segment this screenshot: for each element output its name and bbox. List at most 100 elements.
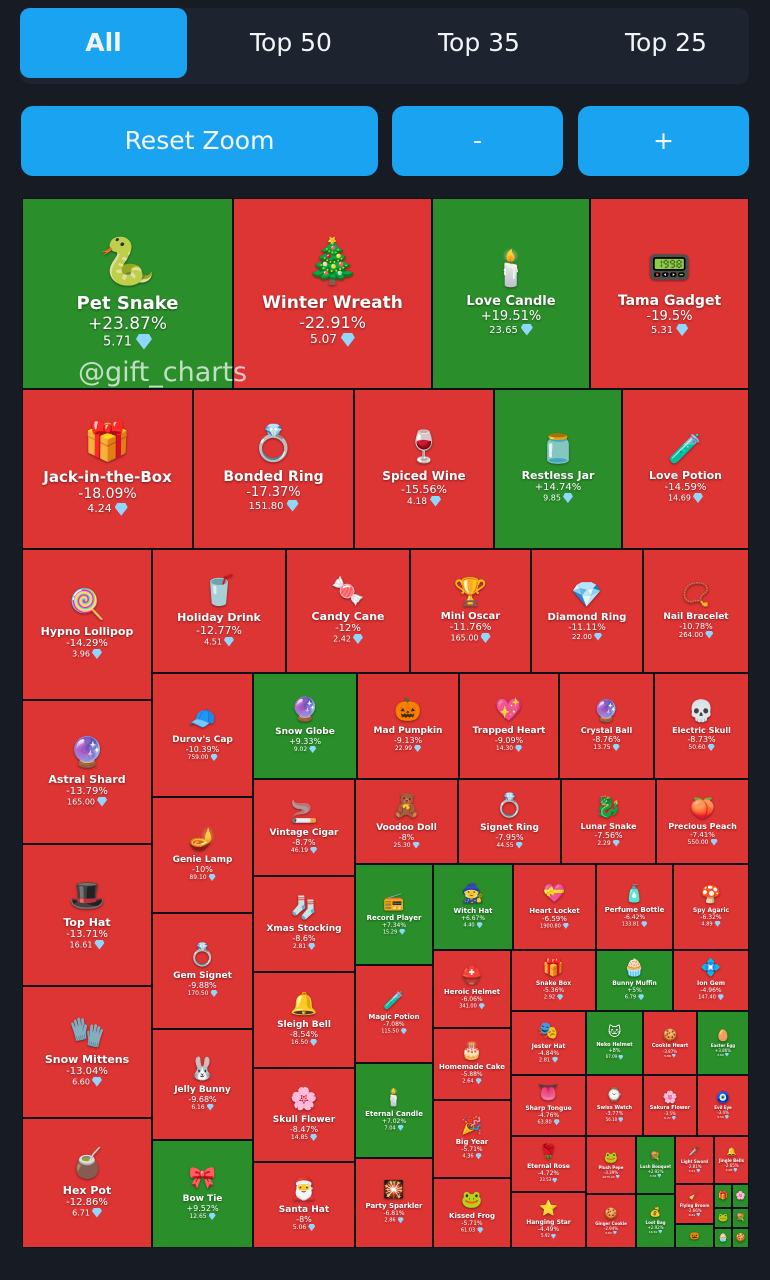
zoom-in-button[interactable]: + [578, 106, 749, 176]
tile-witch-hat[interactable]: 🧙 Witch Hat +6.67% 4.40 [433, 864, 513, 950]
gift-name: Jack-in-the-Box [43, 468, 172, 487]
tile-spiced-wine[interactable]: 🍷 Spiced Wine -15.56% 4.18 [354, 389, 494, 549]
tile-lunar-snake[interactable]: 🐉 Lunar Snake -7.56% 2.29 [561, 779, 656, 864]
tile-ion-gem[interactable]: 💠 Ion Gem -4.96% 147.40 [673, 950, 749, 1011]
tile-spy-agaric[interactable]: 🍄 Spy Agaric -6.32% 4.89 [673, 864, 749, 950]
tile-sleigh-bell[interactable]: 🔔 Sleigh Bell -8.54% 16.50 [253, 972, 355, 1068]
tile-jester-hat[interactable]: 🎭 Jester Hat -4.84% 2.81 [511, 1011, 586, 1075]
price-value: 4.51 [204, 637, 222, 646]
tile-durov-s-cap[interactable]: 🧢 Durov's Cap -10.39% 759.00 [152, 673, 253, 797]
tile-big-year[interactable]: 🎉 Big Year -5.71% 4.36 [433, 1100, 511, 1178]
tile-precious-peach[interactable]: 🍑 Precious Peach -7.41% 550.00 [656, 779, 749, 864]
tile-diamond-ring[interactable]: 💎 Diamond Ring -11.11% 22.00 [531, 549, 643, 673]
tile-eternal-rose[interactable]: 🌹 Eternal Rose -4.72% 23.53 [511, 1136, 586, 1192]
tile-heroic-helmet[interactable]: ⛑️ Heroic Helmet -6.06% 341.00 [433, 950, 511, 1028]
tile-heart-locket[interactable]: 💝 Heart Locket -6.59% 1900.80 [513, 864, 596, 950]
tile-love-candle[interactable]: 🕯️ Love Candle +19.51% 23.65 [432, 198, 590, 389]
tile-lush-bouquet[interactable]: 💐 Lush Bouquet +2.92% 3.58 [636, 1136, 675, 1194]
tile-nail-bracelet[interactable]: 📿 Nail Bracelet -10.78% 264.00 [643, 549, 749, 673]
tile-electric-skull[interactable]: 💀 Electric Skull -8.73% 50.60 [654, 673, 749, 779]
tile-small-75[interactable]: 🧁 [714, 1228, 732, 1248]
tile-top-hat[interactable]: 🎩 Top Hat -13.71% 16.61 [22, 844, 152, 986]
tile-small-73[interactable]: 🐸 [714, 1208, 732, 1228]
tab-top-25[interactable]: Top 25 [625, 28, 707, 57]
tab-top-35[interactable]: Top 35 [438, 28, 520, 57]
tile-pet-snake[interactable]: 🐍 Pet Snake +23.87% 5.71 [22, 198, 233, 389]
tile-genie-lamp[interactable]: 🪔 Genie Lamp -10% 89.10 [152, 797, 253, 913]
tile-small-74[interactable]: 💐 [732, 1208, 749, 1228]
gift-treemap[interactable]: 🐍 Pet Snake +23.87% 5.71 🎄 Winter Wreath -22.9… [22, 198, 749, 1248]
tile-sakura-flower[interactable]: 🌸 Sakura Flower -3.5% 6.27 [643, 1075, 697, 1136]
tile-ginger-cookie[interactable]: 🍪 Ginger Cookie -2.94% 3.63 [586, 1194, 636, 1248]
tile-jack-in-the-box[interactable]: 🎁 Jack-in-the-Box -18.09% 4.24 [22, 389, 193, 549]
tile-gem-signet[interactable]: 💍 Gem Signet -9.88% 170.50 [152, 913, 253, 1029]
tile-mini-oscar[interactable]: 🏆 Mini Oscar -11.76% 165.00 [410, 549, 531, 673]
tile-astral-shard[interactable]: 🔮 Astral Shard -13.79% 165.00 [22, 700, 152, 844]
gift-price: 50.60 [688, 744, 715, 751]
tile-plush-pepe[interactable]: 🐸 Plush Pepe -3.39% 4675.00 [586, 1136, 636, 1194]
tile-jelly-bunny[interactable]: 🐰 Jelly Bunny -9.68% 6.16 [152, 1029, 253, 1140]
tile-hanging-star[interactable]: ⭐ Hanging Star -4.49% 5.92 [511, 1192, 586, 1248]
gift-name: Ion Gem [697, 980, 725, 988]
tile-restless-jar[interactable]: 🫙 Restless Jar +14.74% 9.85 [494, 389, 622, 549]
tile-party-sparkler[interactable]: 🎇 Party Sparkler -6.81% 2.86 [355, 1158, 433, 1248]
tile-tama-gadget[interactable]: 📟 Tama Gadget -19.5% 5.31 [590, 198, 749, 389]
tile-bonded-ring[interactable]: 💍 Bonded Ring -17.37% 151.80 [193, 389, 354, 549]
tile-light-sword[interactable]: 🗡️ Light Sword -2.81% 3.51 [675, 1136, 714, 1184]
tile-small-72[interactable]: 🌸 [732, 1184, 749, 1208]
gift-name: Crystal Ball [580, 726, 633, 735]
tile-bow-tie[interactable]: 🎀 Bow Tie +9.52% 12.65 [152, 1140, 253, 1248]
reset-zoom-button[interactable]: Reset Zoom [21, 106, 378, 176]
tile-vintage-cigar[interactable]: 🚬 Vintage Cigar -8.7% 46.19 [253, 779, 355, 876]
gift-price: 165.00 [67, 796, 107, 807]
tile-hex-pot[interactable]: 🧉 Hex Pot -12.86% 6.71 [22, 1118, 152, 1248]
tile-easter-egg[interactable]: 🥚 Easter Egg +3.86% 3.60 [697, 1011, 749, 1075]
tile-flying-broom[interactable]: 🧹 Flying Broom -2.66% 8.81 [675, 1184, 714, 1224]
tile-hypno-lollipop[interactable]: 🍭 Hypno Lollipop -14.29% 3.96 [22, 549, 152, 700]
tile-love-potion[interactable]: 🧪 Love Potion -14.59% 14.69 [622, 389, 749, 549]
tile-eternal-candle[interactable]: 🕯️ Eternal Candle +7.02% 7.04 [355, 1063, 433, 1158]
tile-small-76[interactable]: 🍪 [732, 1228, 749, 1248]
tile-evil-eye[interactable]: 🧿 Evil Eye -3.4% 4.59 [697, 1075, 749, 1136]
zoom-out-button[interactable]: - [392, 106, 563, 176]
gift-icon: 📟 [647, 248, 692, 288]
tile-small-70[interactable]: 🎃 [675, 1224, 714, 1248]
tile-snake-box[interactable]: 🎁 Snake Box -5.36% 2.92 [511, 950, 596, 1011]
tile-perfume-bottle[interactable]: 🧴 Perfume Bottle -6.42% 133.81 [596, 864, 673, 950]
tab-all[interactable]: All [20, 8, 187, 78]
tile-bunny-muffin[interactable]: 🧁 Bunny Muffin +5% 6.79 [596, 950, 673, 1011]
tile-magic-potion[interactable]: 🧪 Magic Potion -7.08% 115.50 [355, 965, 433, 1063]
gift-icon: 🧪 [668, 432, 703, 465]
tile-crystal-ball[interactable]: 🔮 Crystal Ball -8.76% 13.75 [559, 673, 654, 779]
tile-holiday-drink[interactable]: 🥤 Holiday Drink -12.77% 4.51 [152, 549, 286, 673]
tile-mad-pumpkin[interactable]: 🎃 Mad Pumpkin -9.13% 22.99 [357, 673, 459, 779]
tile-voodoo-doll[interactable]: 🧸 Voodoo Doll -8% 25.30 [355, 779, 458, 864]
tile-jingle-bells[interactable]: 🔔 Jingle Bells -2.65% 2.08 [714, 1136, 749, 1184]
tile-kissed-frog[interactable]: 🐸 Kissed Frog -5.71% 61.03 [433, 1178, 511, 1248]
tile-skull-flower[interactable]: 🌸 Skull Flower -8.47% 14.85 [253, 1068, 355, 1162]
price-value: 4.40 [463, 922, 475, 929]
gift-icon: 🧢 [188, 707, 217, 732]
tile-neko-helmet[interactable]: 🐱 Neko Helmet +8% 67.09 [586, 1011, 643, 1075]
tile-candy-cane[interactable]: 🍬 Candy Cane -12% 2.42 [286, 549, 410, 673]
tile-signet-ring[interactable]: 💍 Signet Ring -7.95% 44.55 [458, 779, 561, 864]
tile-sharp-tongue[interactable]: 👅 Sharp Tongue -4.76% 63.80 [511, 1075, 586, 1136]
tile-homemade-cake[interactable]: 🎂 Homemade Cake -5.88% 2.64 [433, 1028, 511, 1100]
tile-trapped-heart[interactable]: 💖 Trapped Heart -9.09% 14.30 [459, 673, 559, 779]
price-change: -7.95% [495, 832, 524, 842]
tile-snow-mittens[interactable]: 🧤 Snow Mittens -13.04% 6.60 [22, 986, 152, 1118]
tile-swiss-watch[interactable]: ⌚ Swiss Watch -3.77% 56.10 [586, 1075, 643, 1136]
tile-winter-wreath[interactable]: 🎄 Winter Wreath -22.91% 5.07 [233, 198, 432, 389]
tab-top-50[interactable]: Top 50 [250, 28, 332, 57]
tile-santa-hat[interactable]: 🎅 Santa Hat -8% 5.06 [253, 1162, 355, 1248]
tile-xmas-stocking[interactable]: 🧦 Xmas Stocking -8.6% 2.81 [253, 876, 355, 972]
tile-record-player[interactable]: 📻 Record Player +7.34% 15.29 [355, 864, 433, 965]
tile-snow-globe[interactable]: 🔮 Snow Globe +9.33% 9.02 [253, 673, 357, 779]
tile-small-71[interactable]: 🎁 [714, 1184, 732, 1208]
price-value: 550.00 [687, 838, 709, 846]
tile-cookie-heart[interactable]: 🍪 Cookie Heart -3.87% 5.86 [643, 1011, 697, 1075]
gift-name: Hex Pot [62, 1183, 112, 1197]
gift-name: Bonded Ring [223, 468, 324, 485]
gift-icon: 🍪 [735, 1233, 746, 1242]
tile-loot-bag[interactable]: 💰 Loot Bag +2.92% 16.50 [636, 1194, 675, 1248]
